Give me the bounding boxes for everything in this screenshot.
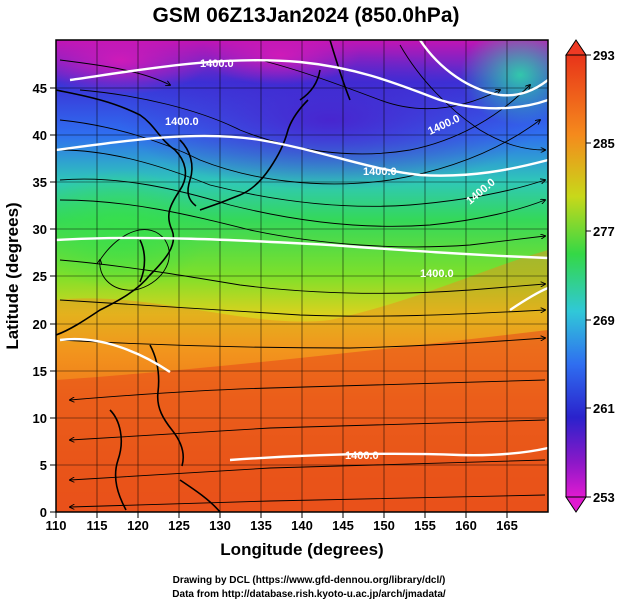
colorbar-tick-label: 261: [593, 401, 615, 416]
y-tick-label: 5: [40, 458, 47, 473]
streamline: [259, 59, 500, 110]
x-axis-title: Longitude (degrees): [220, 540, 383, 559]
x-tick-marks: [55, 512, 508, 518]
contour-line: [69, 59, 548, 110]
colorbar-tick-label: 285: [593, 136, 615, 151]
streamline: [59, 59, 170, 85]
contour-label: 1400.0: [200, 58, 234, 70]
x-tick-label: 145: [332, 518, 354, 533]
x-tick-label: 150: [373, 518, 395, 533]
indochina-coast: [109, 409, 127, 511]
streamline: [59, 178, 545, 227]
height-contours: [56, 40, 548, 462]
map-area: 1400.0 1400.0 1400.0 1400.0 1400.0 1400.…: [56, 40, 548, 512]
streamline: [70, 419, 546, 440]
x-tick-label: 140: [291, 518, 313, 533]
streamline-eddy: [100, 229, 170, 291]
japan-coast: [199, 99, 309, 211]
y-tick-label: 45: [33, 81, 47, 96]
contour-line: [509, 286, 548, 311]
streamline: [79, 85, 530, 155]
colorbar-scale: [565, 54, 587, 498]
taiwan-coast: [139, 239, 146, 283]
korea-coast: [179, 139, 197, 207]
x-tick-label: 135: [250, 518, 272, 533]
green-zone-west: [56, 170, 210, 290]
contour-line: [56, 134, 548, 177]
credit-data: Data from http://database.rish.kyoto-u.a…: [172, 589, 446, 600]
streamline: [59, 259, 545, 294]
credit-drawing: Drawing by DCL (https://www.gfd-dennou.o…: [173, 575, 446, 586]
philippines-coast: [149, 344, 185, 467]
y-tick-label: 15: [33, 364, 47, 379]
x-tick-label: 155: [414, 518, 436, 533]
x-tick-label: 165: [496, 518, 518, 533]
contour-label: 1400.0: [165, 116, 199, 128]
streamline: [70, 494, 546, 507]
streamline: [59, 120, 540, 185]
cold-air-mass: [120, 50, 540, 190]
x-tick-label: 130: [209, 518, 231, 533]
streamline: [70, 459, 546, 480]
y-tick-label: 35: [33, 175, 47, 190]
y-tick-label: 40: [33, 128, 47, 143]
y-tick-label: 10: [33, 411, 47, 426]
colorbar-tick-label: 269: [593, 313, 615, 328]
sakhalin-coast: [329, 40, 351, 101]
colorbar-top-arrow: [565, 39, 587, 56]
y-tick-label: 25: [33, 269, 47, 284]
contour-line: [419, 40, 548, 97]
x-tick-label: 160: [455, 518, 477, 533]
contour-line: [229, 446, 548, 462]
contour-label: 1400.0: [363, 166, 397, 178]
streamline: [399, 44, 545, 150]
y-tick-label: 0: [40, 505, 47, 520]
streamline: [59, 199, 545, 248]
x-tick-label: 115: [87, 518, 108, 533]
colorbar-tick-label: 277: [593, 224, 615, 239]
streamline: [59, 149, 545, 207]
colorbar: 293 285 277 269 261 253: [565, 39, 615, 513]
figure-title: GSM 06Z13Jan2024 (850.0hPa): [152, 4, 459, 27]
streamlines: [59, 44, 546, 507]
y-tick-label: 30: [33, 222, 47, 237]
streamline: [59, 338, 545, 349]
x-tick-label: 120: [127, 518, 149, 533]
y-tick-label: 20: [33, 317, 47, 332]
hokkaido-coast: [299, 69, 321, 101]
colorbar-tick-label: 253: [593, 490, 615, 505]
mild-zone-ne: [460, 40, 548, 125]
coastlines: [56, 40, 351, 512]
borneo-coast: [179, 479, 221, 512]
cold-core-west: [56, 40, 210, 95]
contour-line: [59, 337, 171, 373]
asia-coast: [56, 89, 187, 336]
colorbar-tick-label: 293: [593, 48, 615, 63]
cold-core-east: [200, 40, 360, 85]
contour-label: 1400.0: [345, 450, 379, 462]
contour-label: 1400.0: [420, 268, 454, 280]
x-tick-label: 125: [168, 518, 190, 533]
x-tick-label: 110: [46, 518, 67, 533]
streamline: [70, 379, 546, 400]
y-axis-title: Latitude (degrees): [3, 202, 22, 349]
y-tick-marks: [50, 87, 56, 513]
contour-line: [56, 236, 548, 260]
streamline: [59, 299, 545, 317]
colorbar-bottom-arrow: [565, 496, 587, 513]
